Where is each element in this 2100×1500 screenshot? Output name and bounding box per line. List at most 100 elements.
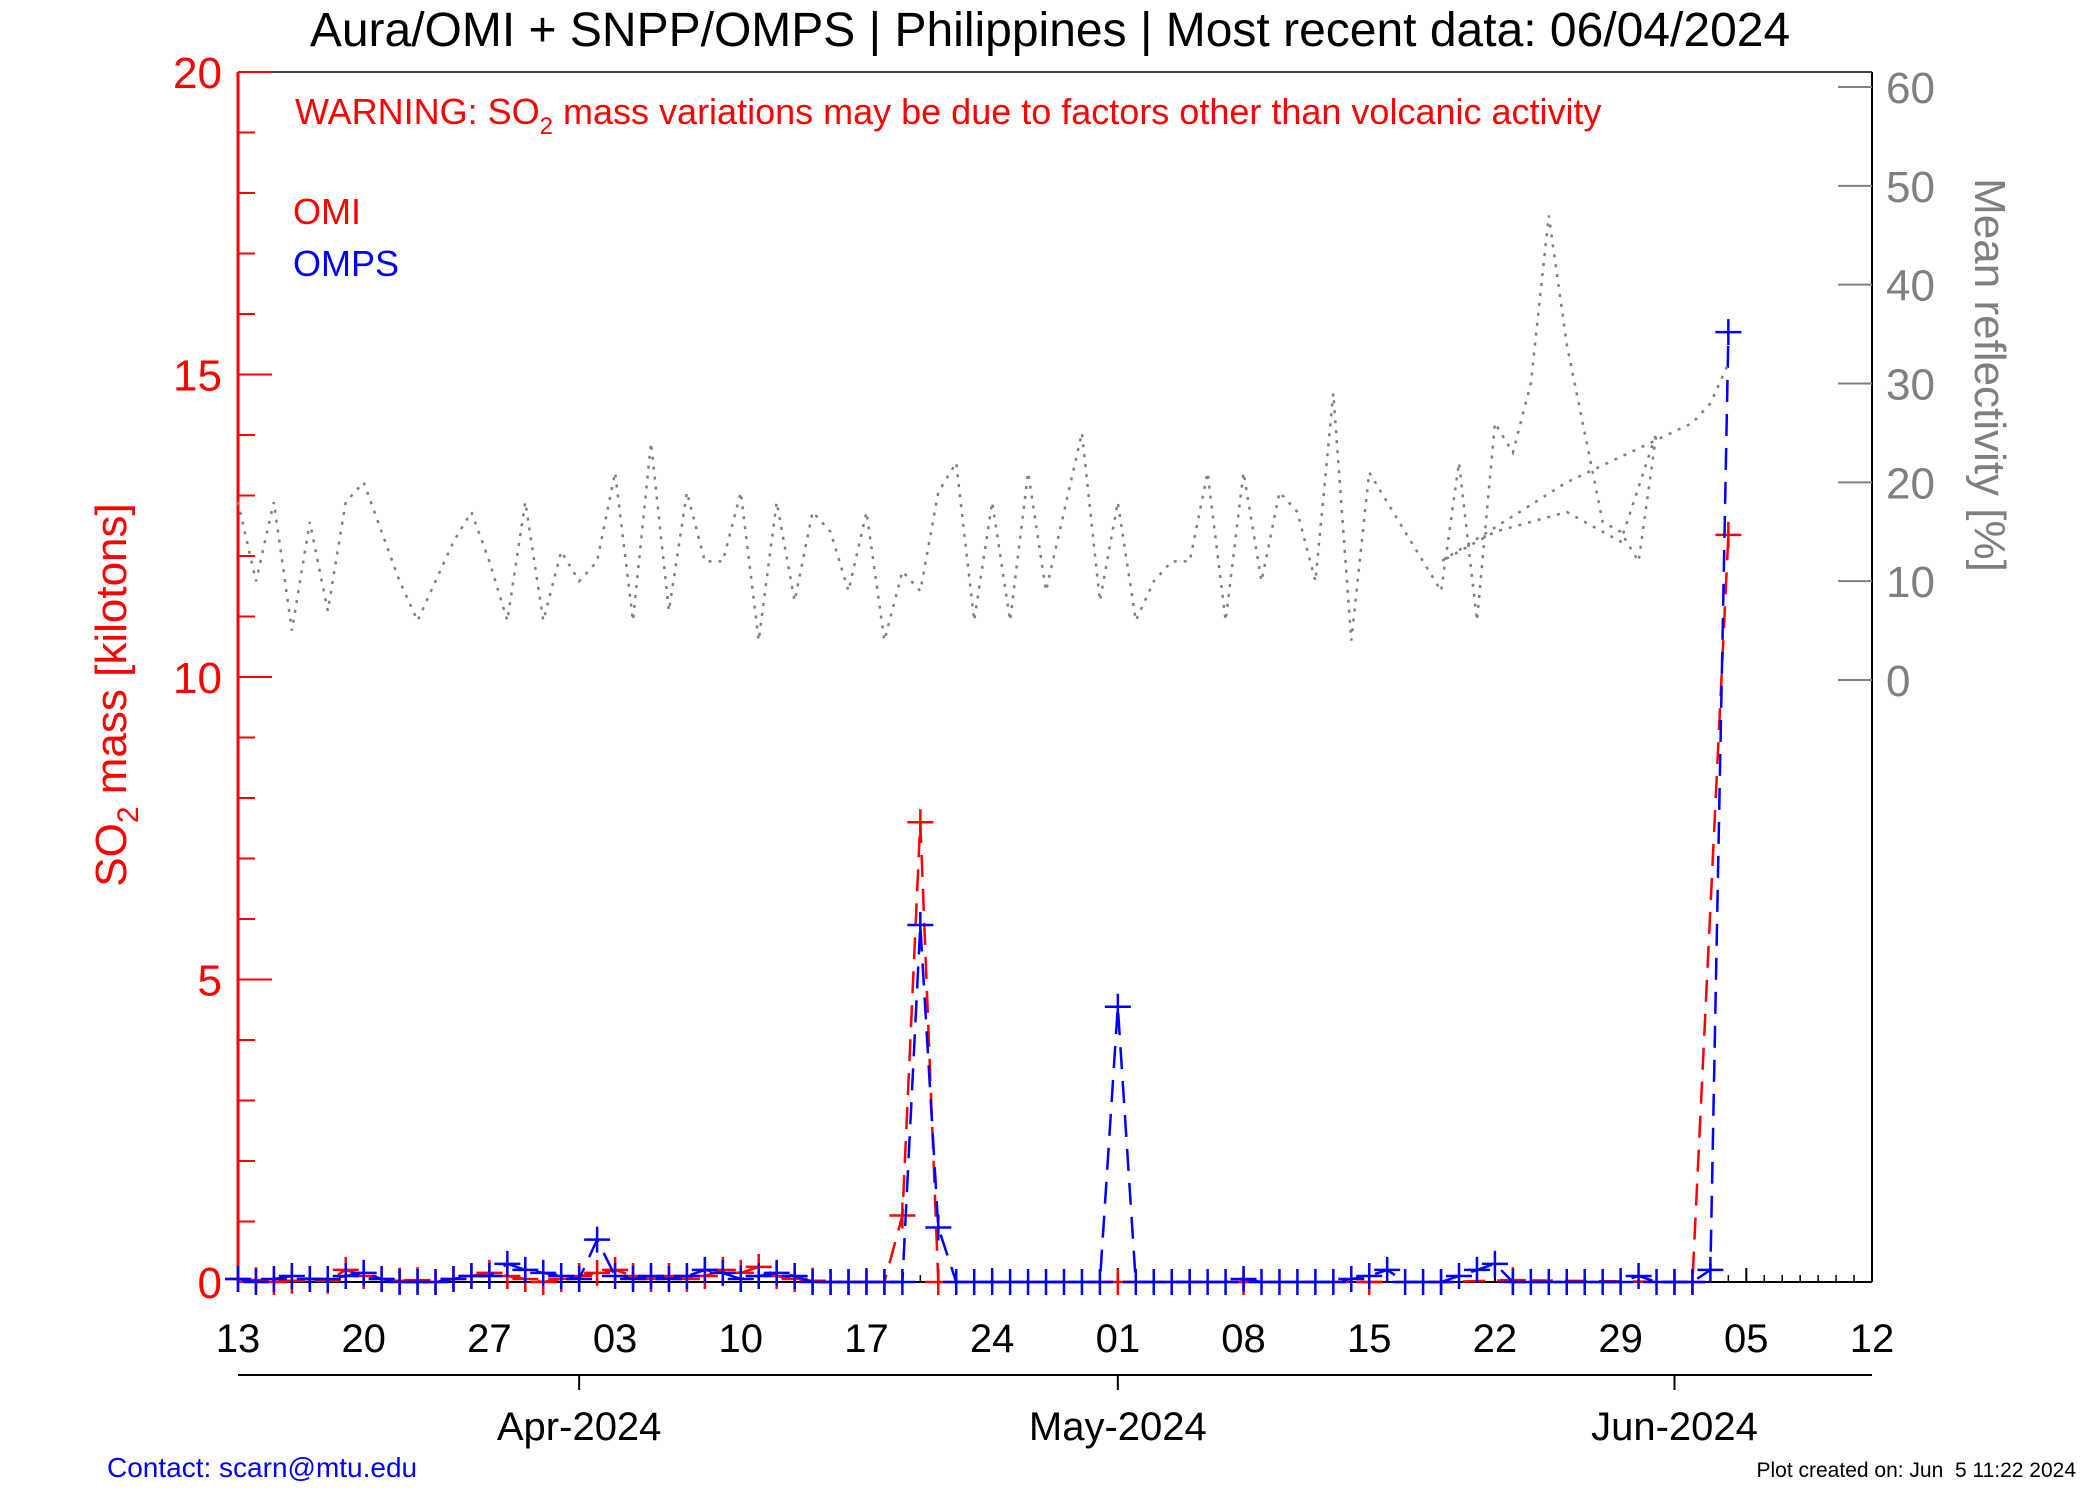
data-point <box>584 1259 611 1286</box>
data-point <box>1086 1269 1113 1295</box>
data-point <box>709 1259 736 1286</box>
right-tick-label: 10 <box>1886 558 1935 607</box>
series-line <box>237 534 1730 1284</box>
series-line <box>236 215 1730 641</box>
data-point <box>907 912 934 939</box>
data-point <box>476 1262 503 1289</box>
legend-omps: OMPS <box>293 243 399 284</box>
data-point <box>422 1269 449 1295</box>
x-tick-label: 27 <box>467 1317 512 1361</box>
ylabel-prefix: SO <box>87 823 136 887</box>
x-tick-label: 10 <box>719 1317 764 1361</box>
data-point <box>1679 1269 1706 1295</box>
right-tick-label: 60 <box>1886 64 1935 113</box>
x-axis: 13 20 27 03 10 17 24 01 08 15 22 29 05 12 Apr-2024 May-… <box>216 1268 1895 1449</box>
month-label: Jun-2024 <box>1591 1405 1758 1449</box>
ylabel-suffix: mass [kilotons] <box>87 503 136 806</box>
x-tick-label: 22 <box>1473 1317 1518 1361</box>
data-point <box>1625 1262 1652 1289</box>
contact-footer: Contact: scarn@mtu.edu <box>107 1452 417 1483</box>
left-tick-label: 15 <box>173 352 222 401</box>
x-tick-label: 15 <box>1347 1317 1392 1361</box>
data-point <box>745 1262 772 1289</box>
right-tick-label: 30 <box>1886 361 1935 410</box>
legend-omi: OMI <box>293 191 361 232</box>
x-tick-label: 20 <box>341 1317 386 1361</box>
x-tick-label: 29 <box>1598 1317 1643 1361</box>
x-tick-label: 13 <box>216 1317 261 1361</box>
data-point <box>1428 1269 1455 1295</box>
data-point <box>691 1256 718 1283</box>
warning-subscript: 2 <box>540 113 553 140</box>
data-point <box>763 1259 790 1286</box>
data-point <box>781 1262 808 1289</box>
series-omi <box>225 521 1742 1295</box>
data-point <box>1463 1256 1490 1283</box>
left-axis-label: SO2 mass [kilotons] <box>87 503 145 886</box>
data-point <box>620 1265 647 1292</box>
left-tick-label: 20 <box>173 49 222 98</box>
data-point <box>925 1214 952 1241</box>
data-series <box>225 215 1742 1295</box>
data-point <box>907 809 934 836</box>
data-point <box>225 1265 251 1292</box>
series-reflectivity <box>236 215 1730 641</box>
legend: OMI OMPS <box>293 191 399 284</box>
data-point <box>242 1269 269 1295</box>
x-tick-label: 03 <box>593 1317 638 1361</box>
x-tick-label: 17 <box>844 1317 889 1361</box>
data-point <box>889 1269 916 1295</box>
x-tick-label: 05 <box>1724 1317 1769 1361</box>
series-omps <box>225 319 1742 1295</box>
month-label: Apr-2024 <box>497 1405 662 1449</box>
right-axis-label: Mean reflectivity [%] <box>1965 178 2014 572</box>
warning-prefix: WARNING: SO <box>295 91 540 132</box>
data-point <box>1697 1256 1724 1283</box>
data-point <box>260 1265 287 1292</box>
month-label: May-2024 <box>1029 1405 1207 1449</box>
data-point <box>1338 1265 1365 1292</box>
data-point <box>673 1262 700 1289</box>
x-tick-label: 24 <box>970 1317 1015 1361</box>
data-point <box>440 1265 467 1292</box>
x-tick-label: 08 <box>1221 1317 1266 1361</box>
data-point <box>512 1256 539 1283</box>
data-point <box>889 1202 916 1229</box>
right-tick-label: 0 <box>1886 657 1910 706</box>
data-point <box>548 1262 575 1289</box>
right-y-axis: 0 10 20 30 40 50 60 <box>1838 64 1935 706</box>
right-tick-label: 20 <box>1886 459 1935 508</box>
data-point <box>1104 993 1131 1020</box>
x-tick-label: 01 <box>1096 1317 1141 1361</box>
data-point <box>584 1226 611 1253</box>
warning-suffix: mass variations may be due to factors ot… <box>553 91 1601 132</box>
data-point <box>278 1262 305 1289</box>
data-point <box>350 1259 377 1286</box>
right-tick-label: 40 <box>1886 262 1935 311</box>
chart-title: Aura/OMI + SNPP/OMPS | Philippines | Mos… <box>310 4 1790 57</box>
data-point <box>314 1265 341 1292</box>
data-point <box>602 1262 629 1289</box>
warning-note: WARNING: SO2 mass variations may be due … <box>295 91 1602 140</box>
data-point <box>637 1262 664 1289</box>
left-tick-label: 10 <box>173 654 222 703</box>
right-tick-label: 50 <box>1886 163 1935 212</box>
data-point <box>1715 319 1742 346</box>
data-point <box>1374 1256 1401 1283</box>
data-point <box>1446 1262 1473 1289</box>
data-point <box>566 1265 593 1292</box>
data-point <box>1320 1269 1347 1295</box>
data-point <box>332 1262 359 1289</box>
created-footer: Plot created on: Jun 5 11:22 2024 <box>1756 1459 2076 1482</box>
data-point <box>530 1259 557 1286</box>
x-tick-label: 12 <box>1850 1317 1895 1361</box>
data-point <box>368 1265 395 1292</box>
series-line <box>237 332 1730 1284</box>
data-point <box>1481 1250 1508 1277</box>
data-point <box>494 1250 521 1277</box>
data-point <box>727 1265 754 1292</box>
data-point <box>1607 1269 1634 1295</box>
data-point <box>1715 521 1742 548</box>
ylabel-subscript: 2 <box>112 806 145 823</box>
